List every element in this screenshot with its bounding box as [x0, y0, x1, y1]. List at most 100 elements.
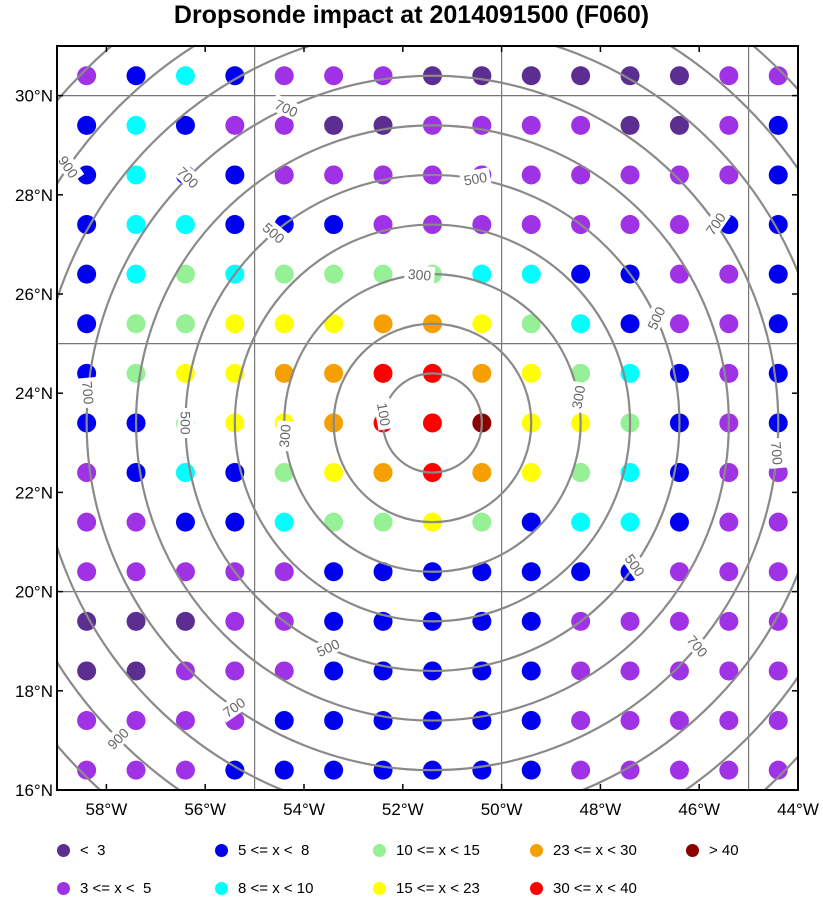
- impact-dot: [571, 314, 591, 334]
- range-ring-label-bg: [373, 398, 396, 431]
- legend-item: 3 <= x < 5: [57, 874, 151, 902]
- impact-dot: [225, 115, 245, 135]
- impact-dot: [768, 264, 788, 284]
- y-axis-tick-label: 26°N: [15, 285, 53, 304]
- range-ring-label: 500: [177, 407, 195, 438]
- range-ring-label-bg: [171, 160, 205, 194]
- impact-dot: [175, 711, 195, 731]
- impact-dot: [521, 661, 541, 681]
- impact-dot: [571, 66, 591, 86]
- impact-dot: [126, 463, 146, 483]
- legend-item: 15 <= x < 23: [373, 874, 480, 902]
- range-ring-label-bg: [78, 376, 99, 409]
- x-axis-tick-label: 52°W: [382, 800, 424, 819]
- impact-dot: [175, 512, 195, 532]
- range-ring-label-text: 300: [407, 266, 432, 284]
- impact-dot: [571, 363, 591, 383]
- impact-dot: [126, 562, 146, 582]
- impact-dot: [472, 314, 492, 334]
- range-ring-label-bg: [619, 547, 651, 583]
- impact-dot: [175, 314, 195, 334]
- impact-dot: [719, 165, 739, 185]
- impact-dot: [669, 711, 689, 731]
- range-ring-label-bg: [458, 167, 492, 190]
- map-canvas: 1003003003005005005005005005007007007007…: [15, 45, 819, 819]
- impact-dot: [324, 611, 344, 631]
- y-axis-tick-label: 16°N: [15, 781, 53, 800]
- impact-dot: [521, 363, 541, 383]
- range-ring-label-bg: [681, 628, 714, 663]
- x-axis-tick-label: 54°W: [283, 800, 325, 819]
- impact-dot: [225, 215, 245, 235]
- range-ring-label: 300: [403, 264, 436, 285]
- legend-item: < 3: [57, 836, 105, 864]
- impact-dot: [126, 711, 146, 731]
- legend-item: 10 <= x < 15: [373, 836, 480, 864]
- legend-label: 23 <= x < 30: [553, 841, 637, 859]
- impact-dots: [77, 66, 788, 780]
- impact-dot: [719, 711, 739, 731]
- impact-dot: [620, 512, 640, 532]
- impact-dot: [521, 66, 541, 86]
- range-ring-label-text: 500: [177, 411, 193, 435]
- impact-dot: [521, 215, 541, 235]
- impact-dot: [373, 264, 393, 284]
- x-axis-tick-label: 56°W: [184, 800, 226, 819]
- impact-dot: [719, 661, 739, 681]
- impact-dot: [324, 463, 344, 483]
- x-axis-tick-label: 48°W: [580, 800, 622, 819]
- impact-dot: [373, 711, 393, 731]
- map-title: Dropsonde impact at 2014091500 (F060): [173, 1, 650, 29]
- impact-dot: [571, 165, 591, 185]
- impact-dot: [768, 165, 788, 185]
- impact-dot: [719, 611, 739, 631]
- impact-dot: [274, 562, 294, 582]
- range-ring-label-bg: [57, 149, 85, 184]
- legend-swatch: [373, 843, 386, 857]
- impact-dot: [225, 165, 245, 185]
- impact-dot: [126, 314, 146, 334]
- impact-dot: [324, 562, 344, 582]
- impact-dot: [126, 512, 146, 532]
- impact-dot: [620, 611, 640, 631]
- impact-dot: [571, 760, 591, 780]
- impact-dot: [768, 115, 788, 135]
- y-axis-tick-label: 28°N: [15, 186, 53, 205]
- impact-dot: [521, 711, 541, 731]
- impact-dot: [274, 661, 294, 681]
- impact-dot: [669, 264, 689, 284]
- impact-dot: [225, 314, 245, 334]
- impact-dot: [324, 264, 344, 284]
- range-ring-label-text: 700: [79, 380, 97, 405]
- impact-dot: [620, 66, 640, 86]
- impact-dot: [571, 562, 591, 582]
- impact-dot: [571, 264, 591, 284]
- impact-dot: [472, 264, 492, 284]
- impact-dot: [620, 661, 640, 681]
- impact-dot: [274, 711, 294, 731]
- impact-dot: [324, 66, 344, 86]
- impact-dot: [669, 66, 689, 86]
- y-axis-tick-label: 18°N: [15, 682, 53, 701]
- legend-swatch: [686, 843, 699, 857]
- impact-dot: [768, 611, 788, 631]
- range-ring-label: 500: [310, 633, 346, 662]
- impact-dot: [768, 512, 788, 532]
- impact-dot: [472, 562, 492, 582]
- legend-swatch: [57, 843, 70, 857]
- x-axis-tick-label: 50°W: [481, 800, 523, 819]
- impact-dot: [225, 760, 245, 780]
- legend-label: > 40: [709, 841, 739, 859]
- impact-dot: [373, 314, 393, 334]
- range-ring-labels: 1003003003005005005005005005007007007007…: [57, 46, 788, 755]
- impact-dot: [225, 661, 245, 681]
- range-ring-label: 500: [458, 167, 492, 190]
- impact-dot: [77, 463, 97, 483]
- range-ring-label-bg: [216, 691, 251, 723]
- impact-dot: [571, 512, 591, 532]
- legend-label: 3 <= x < 5: [80, 879, 152, 897]
- impact-dot: [669, 760, 689, 780]
- legend-swatch: [530, 881, 543, 895]
- impact-dot: [571, 463, 591, 483]
- impact-dot: [324, 115, 344, 135]
